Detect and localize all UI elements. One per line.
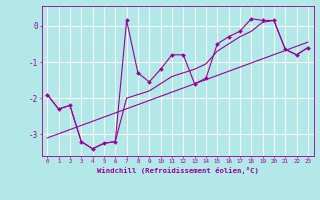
X-axis label: Windchill (Refroidissement éolien,°C): Windchill (Refroidissement éolien,°C) xyxy=(97,167,259,174)
